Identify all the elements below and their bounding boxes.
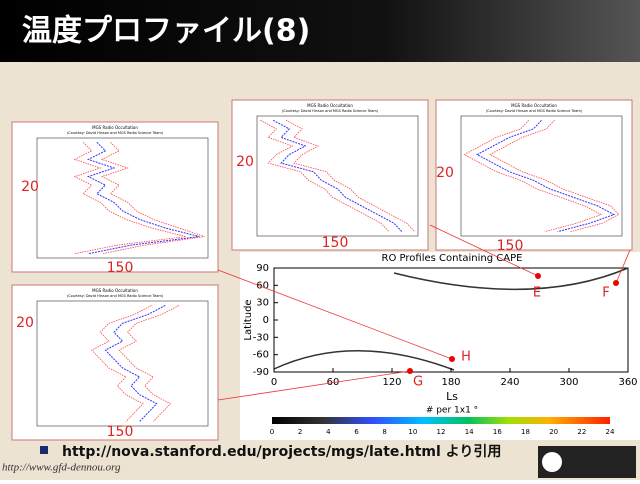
x-tick-label: 240 [500,377,519,388]
profile-curve [86,141,200,255]
footer: http://www.gfd-dennou.org [2,462,121,474]
profile-panel: MGS Radio Occultation(Courtesy: David Hi… [11,284,219,441]
colorbar-tick-label: 20 [549,428,558,436]
title: 温度プロファイル(8) [22,14,310,49]
temp-label: 150 [322,235,349,251]
profile-curve [476,119,616,233]
point-marker [407,368,413,374]
panel-title: MGS Radio Occultation [92,288,138,293]
y-tick-label: 90 [256,263,269,274]
profile-curve [104,305,166,422]
colorbar-tick-label: 12 [437,428,446,436]
plot-area [36,137,209,259]
colorbar-tick-label: 18 [521,428,530,436]
title-bar [0,0,640,62]
colorbar [272,417,610,424]
profile-panel: MGS Radio Occultation(Courtesy: David Hi… [231,99,429,251]
x-tick-label: 120 [382,377,401,388]
point-marker [613,280,619,286]
point-label: E [533,286,541,301]
panel-title: MGS Radio Occultation [307,103,353,108]
x-tick-label: 180 [441,377,460,388]
temp-label: 150 [497,238,524,254]
y-tick-label: 60 [256,280,269,291]
temp-label: 150 [107,424,134,440]
plot-area [36,300,209,427]
profile-curve [489,120,620,233]
x-tick-label: 300 [559,377,578,388]
colorbar-tick-label: 22 [577,428,586,436]
profile-panel: MGS Radio Occultation(Courtesy: David Hi… [435,99,633,254]
colorbar-tick-label: 2 [298,428,302,436]
point-label: H [461,350,471,365]
terminator-curve [393,267,629,291]
profile-curve [272,119,403,233]
panel-frame [231,99,429,251]
profile-curve [91,305,152,422]
x-tick-label: 360 [618,377,637,388]
colorbar-label: # per 1x1 ° [426,406,478,416]
point-label: G [413,375,423,390]
connector [615,249,631,284]
panel-frame [435,99,633,251]
height-label: 20 [436,165,454,181]
connector [217,269,453,360]
panel-credit: (Courtesy: David Hinson and MGS Radio Sc… [282,109,379,113]
height-label: 20 [16,315,34,331]
y-tick-label: -30 [253,332,269,343]
height-label: 20 [21,179,39,195]
y-axis-label: Latitude [243,299,254,340]
colorbar-tick-label: 0 [270,428,274,436]
bullet-text: http://nova.stanford.edu/projects/mgs/la… [62,444,501,460]
colorbar-tick-label: 10 [408,428,417,436]
panel-credit: (Courtesy: David Hinson and MGS Radio Sc… [486,109,583,113]
x-tick-label: 0 [271,377,277,388]
map-title: RO Profiles Containing CAPE [382,253,523,264]
plot-area [460,115,623,237]
bullet-marker [40,446,48,454]
panel-credit: (Courtesy: David Hinson and MGS Radio Sc… [67,131,164,135]
panel-credit: (Courtesy: David Hinson and MGS Radio Sc… [67,294,164,298]
profile-curve [73,142,186,255]
colorbar-tick-label: 16 [493,428,502,436]
height-label: 20 [236,154,254,170]
colorbar-tick-label: 14 [465,428,474,436]
x-axis-label: Ls [446,390,458,403]
panel-title: MGS Radio Occultation [92,125,138,130]
colorbar-tick-label: 8 [382,428,386,436]
y-tick-label: 30 [256,298,269,309]
point-marker [535,273,541,279]
point-label: F [602,286,609,301]
panel-frame [11,121,219,273]
y-tick-label: -60 [253,350,269,361]
colorbar-tick-label: 6 [354,428,359,436]
logo-mark [542,452,562,472]
y-tick-label: 0 [263,315,269,326]
connector [217,370,411,401]
profile-curve [463,120,603,233]
colorbar-tick-label: 4 [326,428,331,436]
profile-curve [100,142,205,255]
profile-panel: MGS Radio Occultation(Courtesy: David Hi… [11,121,219,276]
terminator-curve [273,350,455,371]
point-marker [449,356,455,362]
temp-label: 150 [107,260,134,276]
connector [429,224,539,277]
panel-title: MGS Radio Occultation [511,103,557,108]
plot-area [256,115,419,237]
panel-frame [11,284,219,441]
colorbar-tick-label: 24 [606,428,615,436]
profile-curve [118,305,180,422]
y-tick-label: -90 [253,367,269,378]
